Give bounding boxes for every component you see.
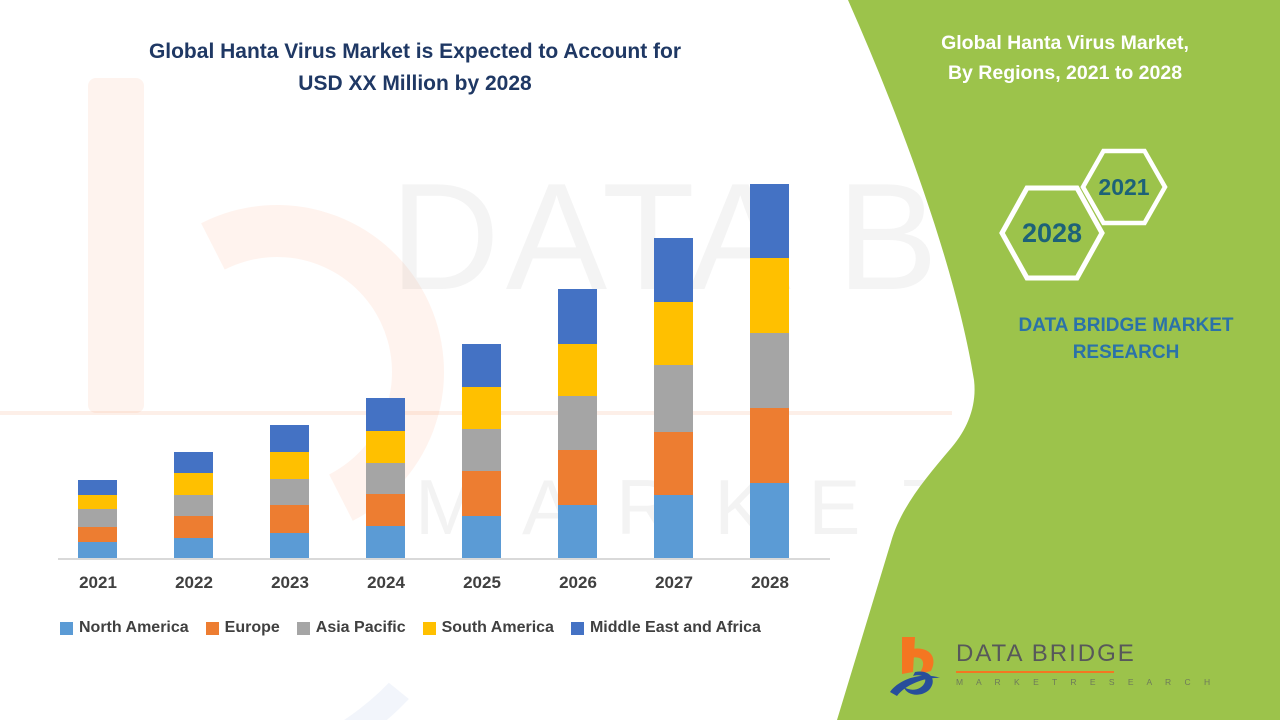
bar-segment-europe — [174, 516, 213, 538]
databridge-logo-icon — [888, 634, 946, 706]
x-axis-label-2028: 2028 — [751, 573, 789, 592]
bar-segment-middle-east-and-africa — [462, 344, 501, 387]
bar-2028 — [750, 184, 789, 558]
bar-2024 — [366, 398, 405, 558]
bar-segment-south-america — [78, 495, 117, 509]
bar-segment-north-america — [654, 495, 693, 558]
bar-segment-asia-pacific — [750, 333, 789, 408]
logo-b-icon — [890, 637, 940, 696]
databridge-logo-text: DATA BRIDGE M A R K E T R E S E A R C H — [956, 634, 1216, 687]
chart-title-line2: USD XX Million by 2028 — [298, 72, 532, 95]
bar-chart: 2021 2022 2023 2024 2025 2026 2027 2028 — [58, 140, 830, 592]
bar-segment-north-america — [270, 533, 309, 558]
bar-segment-asia-pacific — [558, 396, 597, 450]
bar-segment-middle-east-and-africa — [366, 398, 405, 431]
bar-segment-asia-pacific — [270, 479, 309, 505]
hexagon-2028-label: 2028 — [1021, 218, 1083, 248]
bar-segment-north-america — [558, 505, 597, 558]
x-axis-label-2026: 2026 — [559, 573, 597, 592]
side-panel-title: Global Hanta Virus Market, By Regions, 2… — [905, 28, 1225, 88]
hexagon-2021 — [1080, 148, 1168, 226]
bar-segment-europe — [558, 450, 597, 505]
background-logo-watermark-stem — [88, 78, 144, 413]
bar-segment-south-america — [750, 258, 789, 333]
x-axis-label-2025: 2025 — [463, 573, 501, 592]
legend-item-middle-east-and-africa: Middle East and Africa — [570, 619, 761, 637]
legend-swatch-icon — [422, 621, 436, 635]
legend-label: South America — [441, 619, 554, 636]
legend-swatch-icon — [205, 621, 219, 635]
legend-label: Europe — [224, 619, 280, 636]
bar-segment-north-america — [750, 483, 789, 558]
legend-item-asia-pacific: Asia Pacific — [296, 619, 406, 637]
bar-segment-europe — [654, 432, 693, 495]
x-axis-label-2022: 2022 — [175, 573, 213, 592]
green-panel-shape — [837, 0, 1280, 720]
brand-name-text: DATA BRIDGE MARKET RESEARCH — [1000, 312, 1252, 366]
side-panel-title-line2: By Regions, 2021 to 2028 — [947, 62, 1183, 84]
chart-title-line1: Global Hanta Virus Market is Expected to… — [148, 40, 682, 63]
legend-item-europe: Europe — [205, 619, 280, 637]
brand-name-line2: RESEARCH — [1072, 342, 1180, 363]
logo-subtitle: M A R K E T R E S E A R C H — [956, 677, 1216, 687]
databridge-logo: DATA BRIDGE M A R K E T R E S E A R C H — [888, 634, 1216, 706]
bar-segment-middle-east-and-africa — [558, 289, 597, 344]
bar-segment-north-america — [78, 542, 117, 558]
bar-segment-europe — [750, 408, 789, 483]
legend-label: Asia Pacific — [315, 619, 406, 636]
bar-segment-middle-east-and-africa — [174, 452, 213, 473]
bar-segment-middle-east-and-africa — [270, 425, 309, 452]
legend-swatch-icon — [296, 621, 310, 635]
bar-2026 — [558, 289, 597, 558]
bar-segment-europe — [366, 494, 405, 526]
bar-segment-south-america — [366, 431, 405, 463]
bar-segment-asia-pacific — [174, 495, 213, 516]
legend-swatch-icon — [570, 621, 584, 635]
bar-segment-asia-pacific — [366, 463, 405, 494]
bar-segment-south-america — [654, 302, 693, 365]
bar-segment-north-america — [462, 516, 501, 558]
bar-segment-middle-east-and-africa — [78, 480, 117, 495]
bar-segment-north-america — [366, 526, 405, 558]
bar-2022 — [174, 452, 213, 558]
logo-underline — [956, 671, 1114, 673]
bar-2027 — [654, 238, 693, 558]
legend-label: North America — [79, 619, 189, 636]
bar-segment-middle-east-and-africa — [750, 184, 789, 258]
bar-2023 — [270, 425, 309, 558]
logo-name: DATA BRIDGE — [956, 640, 1136, 667]
x-axis-label-2027: 2027 — [655, 573, 693, 592]
legend-item-north-america: North America — [60, 619, 189, 637]
legend-label: Middle East and Africa — [589, 619, 761, 636]
x-axis-line — [58, 558, 830, 560]
bar-segment-europe — [462, 471, 501, 516]
chart-legend: North America Europe Asia Pacific South Ame… — [60, 619, 761, 637]
x-axis-label-2024: 2024 — [367, 573, 405, 592]
bar-segment-middle-east-and-africa — [654, 238, 693, 302]
bar-segment-north-america — [174, 538, 213, 558]
bar-segment-south-america — [174, 473, 213, 495]
x-axis-label-2023: 2023 — [271, 573, 309, 592]
bar-segment-asia-pacific — [654, 365, 693, 432]
bar-segment-europe — [270, 505, 309, 533]
chart-title: Global Hanta Virus Market is Expected to… — [90, 36, 740, 100]
side-panel-title-line1: Global Hanta Virus Market, — [941, 32, 1189, 54]
bar-segment-asia-pacific — [462, 429, 501, 471]
hexagon-2028 — [999, 185, 1105, 281]
brand-name-line1: DATA BRIDGE MARKET — [1018, 315, 1234, 336]
legend-item-south-america: South America — [422, 619, 554, 637]
bar-2021 — [78, 480, 117, 558]
bar-segment-asia-pacific — [78, 509, 117, 527]
bar-segment-south-america — [270, 452, 309, 479]
bar-2025 — [462, 344, 501, 558]
bar-segment-europe — [78, 527, 117, 542]
x-axis-label-2021: 2021 — [79, 573, 117, 592]
legend-swatch-icon — [60, 621, 73, 635]
bar-segment-south-america — [462, 387, 501, 429]
bar-segment-south-america — [558, 344, 597, 396]
hexagon-2021-label: 2021 — [1098, 174, 1150, 200]
